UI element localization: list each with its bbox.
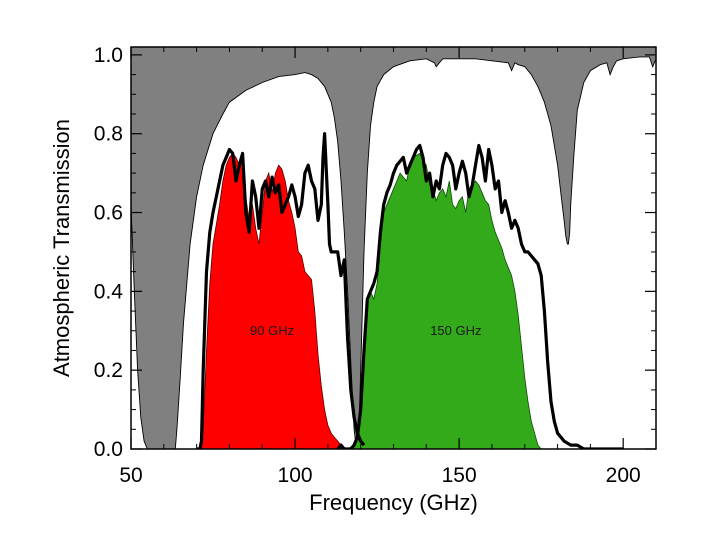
x-tick-label: 150 [442,464,477,487]
band-150ghz-filled-area [346,152,542,449]
band-90ghz-filled-area [196,152,348,449]
axis-ticks [130,47,656,450]
band-90ghz-outline [196,132,366,449]
band-label-150ghz: 150 GHz [430,323,481,338]
x-tick-label: 100 [278,464,313,487]
y-tick-label: 0.8 [94,123,123,146]
atmosphere-transmission-line [131,56,656,449]
tick-labels: 50 100 150 200 0.0 0.2 0.4 0.6 0.8 1.0 [94,44,641,487]
y-tick-label: 0.2 [94,359,123,382]
y-tick-label: 0.6 [94,202,123,225]
y-axis-title: Atmospheric Transmission [49,119,74,377]
atmosphere-transmission-area [131,47,656,449]
y-tick-label: 1.0 [94,44,123,67]
y-tick-label: 0.0 [94,438,123,461]
band-150ghz-outline [336,143,624,449]
x-tick-label: 50 [119,464,142,487]
x-tick-label: 200 [606,464,641,487]
y-tick-label: 0.4 [94,280,124,303]
band-label-90ghz: 90 GHz [250,323,294,338]
x-axis-title: Frequency (GHz) [309,490,478,515]
